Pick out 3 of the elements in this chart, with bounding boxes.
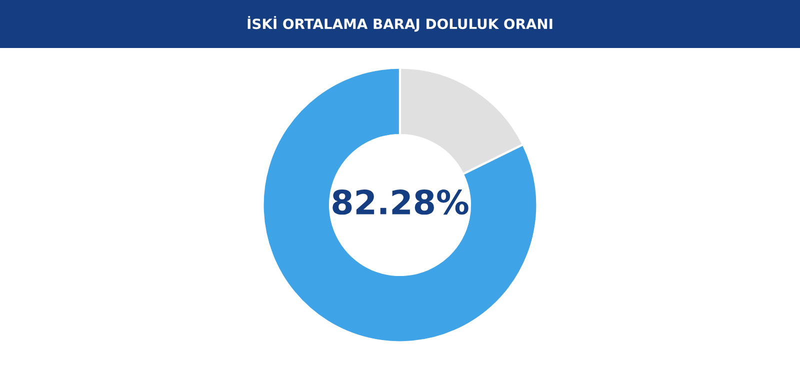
chart-title: İSKİ ORTALAMA BARAJ DOLULUK ORANI (248, 16, 552, 32)
text: 82.28% (332, 189, 468, 215)
donut-slice (262, 66, 538, 344)
